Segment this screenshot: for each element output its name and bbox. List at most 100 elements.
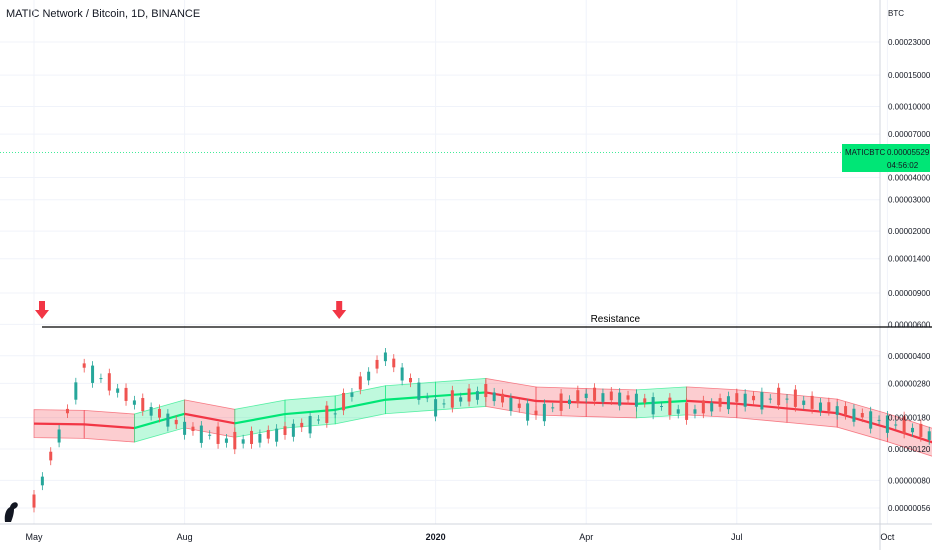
price-tag[interactable]: MATICBTC 0.00005529 04:56:02 [842, 144, 930, 172]
candle-body [718, 398, 722, 407]
candle [342, 388, 346, 416]
candle [618, 388, 622, 411]
candle-body [509, 397, 513, 411]
candle-body [710, 402, 714, 412]
candle-body [701, 400, 705, 414]
candle-body [459, 397, 463, 402]
candle-body [894, 424, 898, 426]
candle-body [141, 398, 145, 412]
candle-body [860, 413, 864, 418]
time-axis-tick-label: Jul [731, 532, 743, 542]
candle-body [885, 415, 889, 433]
candle [308, 411, 312, 439]
time-axis-tick-label: Oct [880, 532, 895, 542]
candle [601, 388, 605, 407]
candle [693, 404, 697, 419]
candle [258, 429, 262, 448]
candle-body [726, 396, 730, 410]
candle [818, 398, 822, 417]
candle [224, 433, 228, 448]
trend-center-segment [184, 412, 236, 425]
candle-body [911, 427, 914, 433]
candle-body [567, 399, 571, 405]
candle-body [65, 408, 69, 414]
candle [852, 404, 856, 427]
price-axis-tick-label: 0.00003000 [888, 196, 931, 205]
candle-body [919, 423, 923, 437]
candle-body [116, 388, 120, 393]
candle-body [158, 408, 161, 418]
price-axis-tick-label: 0.00000120 [888, 445, 931, 454]
candle-body [266, 429, 270, 439]
candle [149, 402, 153, 421]
down-arrow-icon [332, 300, 347, 319]
price-axis-tick-label: 0.00004000 [888, 173, 931, 182]
candle-body [643, 398, 647, 403]
candle [425, 392, 429, 403]
tradingview-logo-icon[interactable] [2, 497, 20, 523]
trend-center-segment [33, 422, 85, 426]
candle-body [74, 382, 78, 400]
resistance-lines: ResistanceResistance [42, 314, 932, 328]
chart-title: MATIC Network / Bitcoin, 1D, BINANCE [6, 8, 201, 20]
candle-body [91, 365, 95, 383]
candle [869, 406, 873, 434]
candle-body [392, 358, 396, 368]
candle [668, 393, 672, 420]
candle [718, 393, 722, 412]
candle-body [877, 419, 881, 421]
candle-body [534, 410, 538, 416]
plot-area[interactable] [0, 0, 880, 524]
trend-center-segment [84, 423, 135, 430]
candle-body [760, 392, 764, 410]
candle [676, 404, 680, 419]
candle [275, 424, 279, 447]
price-axis-tick-label: 0.00000400 [888, 352, 931, 361]
candle [450, 385, 454, 413]
candle [509, 393, 513, 416]
candle-body [149, 407, 153, 416]
candle-body [300, 422, 304, 428]
candle-body [283, 426, 287, 435]
candle-body [810, 395, 814, 409]
down-arrow-icon [35, 300, 49, 319]
candle-body [802, 400, 806, 405]
candle-body [660, 406, 663, 408]
candle-body [793, 389, 797, 407]
candle-body [869, 411, 873, 429]
candle-body [735, 393, 739, 402]
candle [927, 426, 931, 445]
candle-body [250, 430, 254, 444]
candle-body [844, 406, 848, 415]
candle [517, 399, 521, 413]
candle [383, 347, 387, 366]
candle-body [668, 397, 672, 415]
candle-body [417, 382, 421, 400]
candle [300, 418, 304, 433]
candle [501, 389, 505, 408]
candle [827, 397, 831, 416]
candle [760, 387, 764, 415]
time-axis: MayAug2020AprJulOct2021AprJulOct2022AprJ… [25, 532, 895, 542]
candle-body [551, 407, 555, 409]
candle [49, 447, 53, 466]
candle-body [777, 387, 781, 406]
candle-body [927, 431, 931, 440]
candle-body [49, 451, 53, 461]
candle-body [601, 393, 605, 402]
candle [216, 422, 220, 449]
candle [743, 389, 747, 412]
candle [74, 377, 78, 405]
candle [141, 393, 145, 416]
candle [576, 385, 580, 408]
candle [375, 355, 379, 374]
candle-body [124, 387, 128, 401]
candle [316, 414, 320, 425]
candle-body [559, 393, 563, 411]
candle [752, 391, 756, 406]
candle [266, 425, 270, 444]
candle-body [99, 378, 103, 380]
time-axis-tick-label: 2020 [426, 532, 446, 542]
candle-body [409, 377, 412, 383]
